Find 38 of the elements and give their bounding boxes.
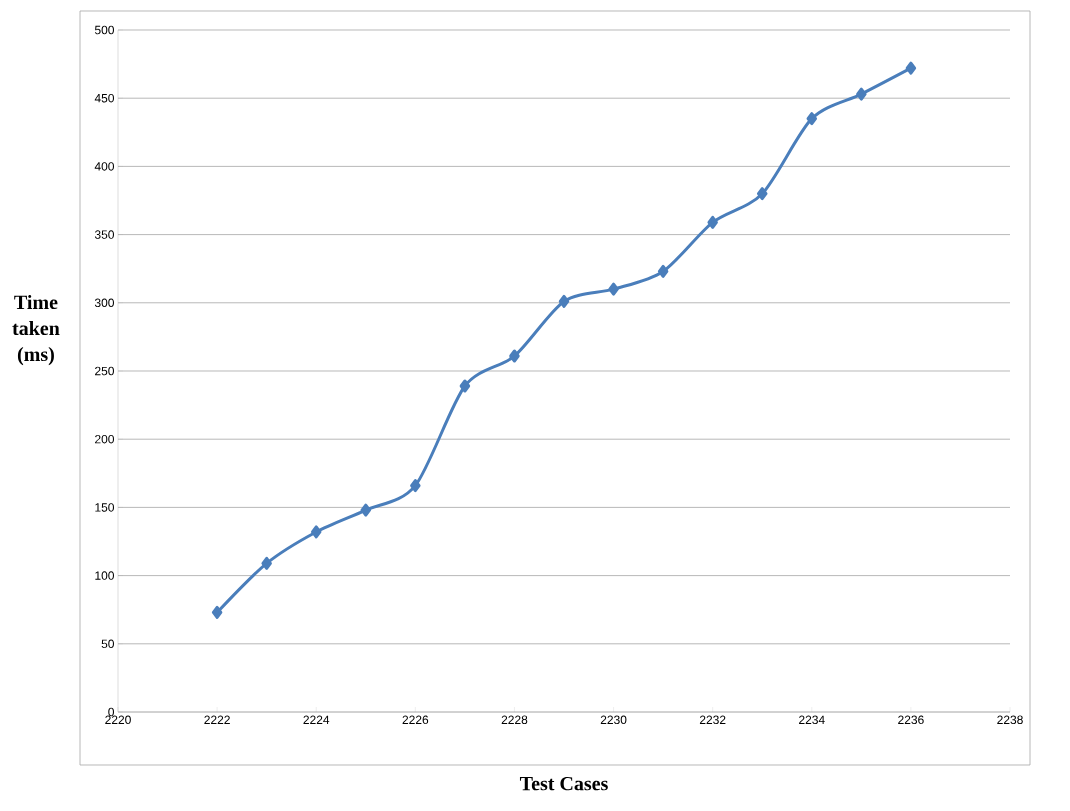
x-tick-label: 2220 bbox=[105, 715, 131, 725]
point bbox=[310, 525, 322, 539]
point bbox=[905, 61, 917, 75]
y-axis-title: Time taken (ms) bbox=[12, 295, 60, 366]
x-axis-title: Test Cases bbox=[519, 776, 608, 791]
y-tick-label: 450 bbox=[94, 93, 114, 103]
point bbox=[707, 215, 718, 229]
y-tick-label: 250 bbox=[95, 366, 114, 376]
point bbox=[806, 112, 818, 126]
y-tick-label: 500 bbox=[94, 25, 114, 35]
y-tick-label: 0 bbox=[108, 707, 115, 717]
y-tick-label: 200 bbox=[95, 434, 114, 444]
point bbox=[856, 87, 867, 101]
point bbox=[608, 282, 619, 296]
y-tick-label: 50 bbox=[101, 639, 114, 649]
y-tick-label: 350 bbox=[94, 230, 114, 239]
point bbox=[459, 379, 471, 393]
point bbox=[756, 187, 768, 201]
point bbox=[261, 556, 272, 570]
y-tick-label: 150 bbox=[95, 503, 114, 512]
x-tick-label: 2226 bbox=[402, 715, 429, 725]
y-tick-label: 100 bbox=[95, 571, 114, 580]
point bbox=[558, 294, 570, 308]
x-tick-label: 2238 bbox=[997, 715, 1023, 725]
y-tick-label: 300 bbox=[94, 298, 114, 308]
x-tick-label: 2236 bbox=[898, 715, 924, 725]
point bbox=[509, 349, 520, 363]
x-tick-label: 2230 bbox=[600, 715, 627, 725]
point bbox=[211, 605, 223, 619]
x-tick-label: 2228 bbox=[501, 715, 528, 725]
x-tick-label: 2232 bbox=[699, 715, 726, 725]
point bbox=[360, 503, 372, 517]
x-tick-label: 2224 bbox=[303, 715, 330, 724]
point bbox=[657, 264, 669, 278]
x-tick-label: 2222 bbox=[204, 715, 230, 724]
x-tick-label: 2234 bbox=[799, 715, 825, 725]
y-tick-label: 400 bbox=[94, 162, 114, 171]
point bbox=[410, 479, 421, 493]
